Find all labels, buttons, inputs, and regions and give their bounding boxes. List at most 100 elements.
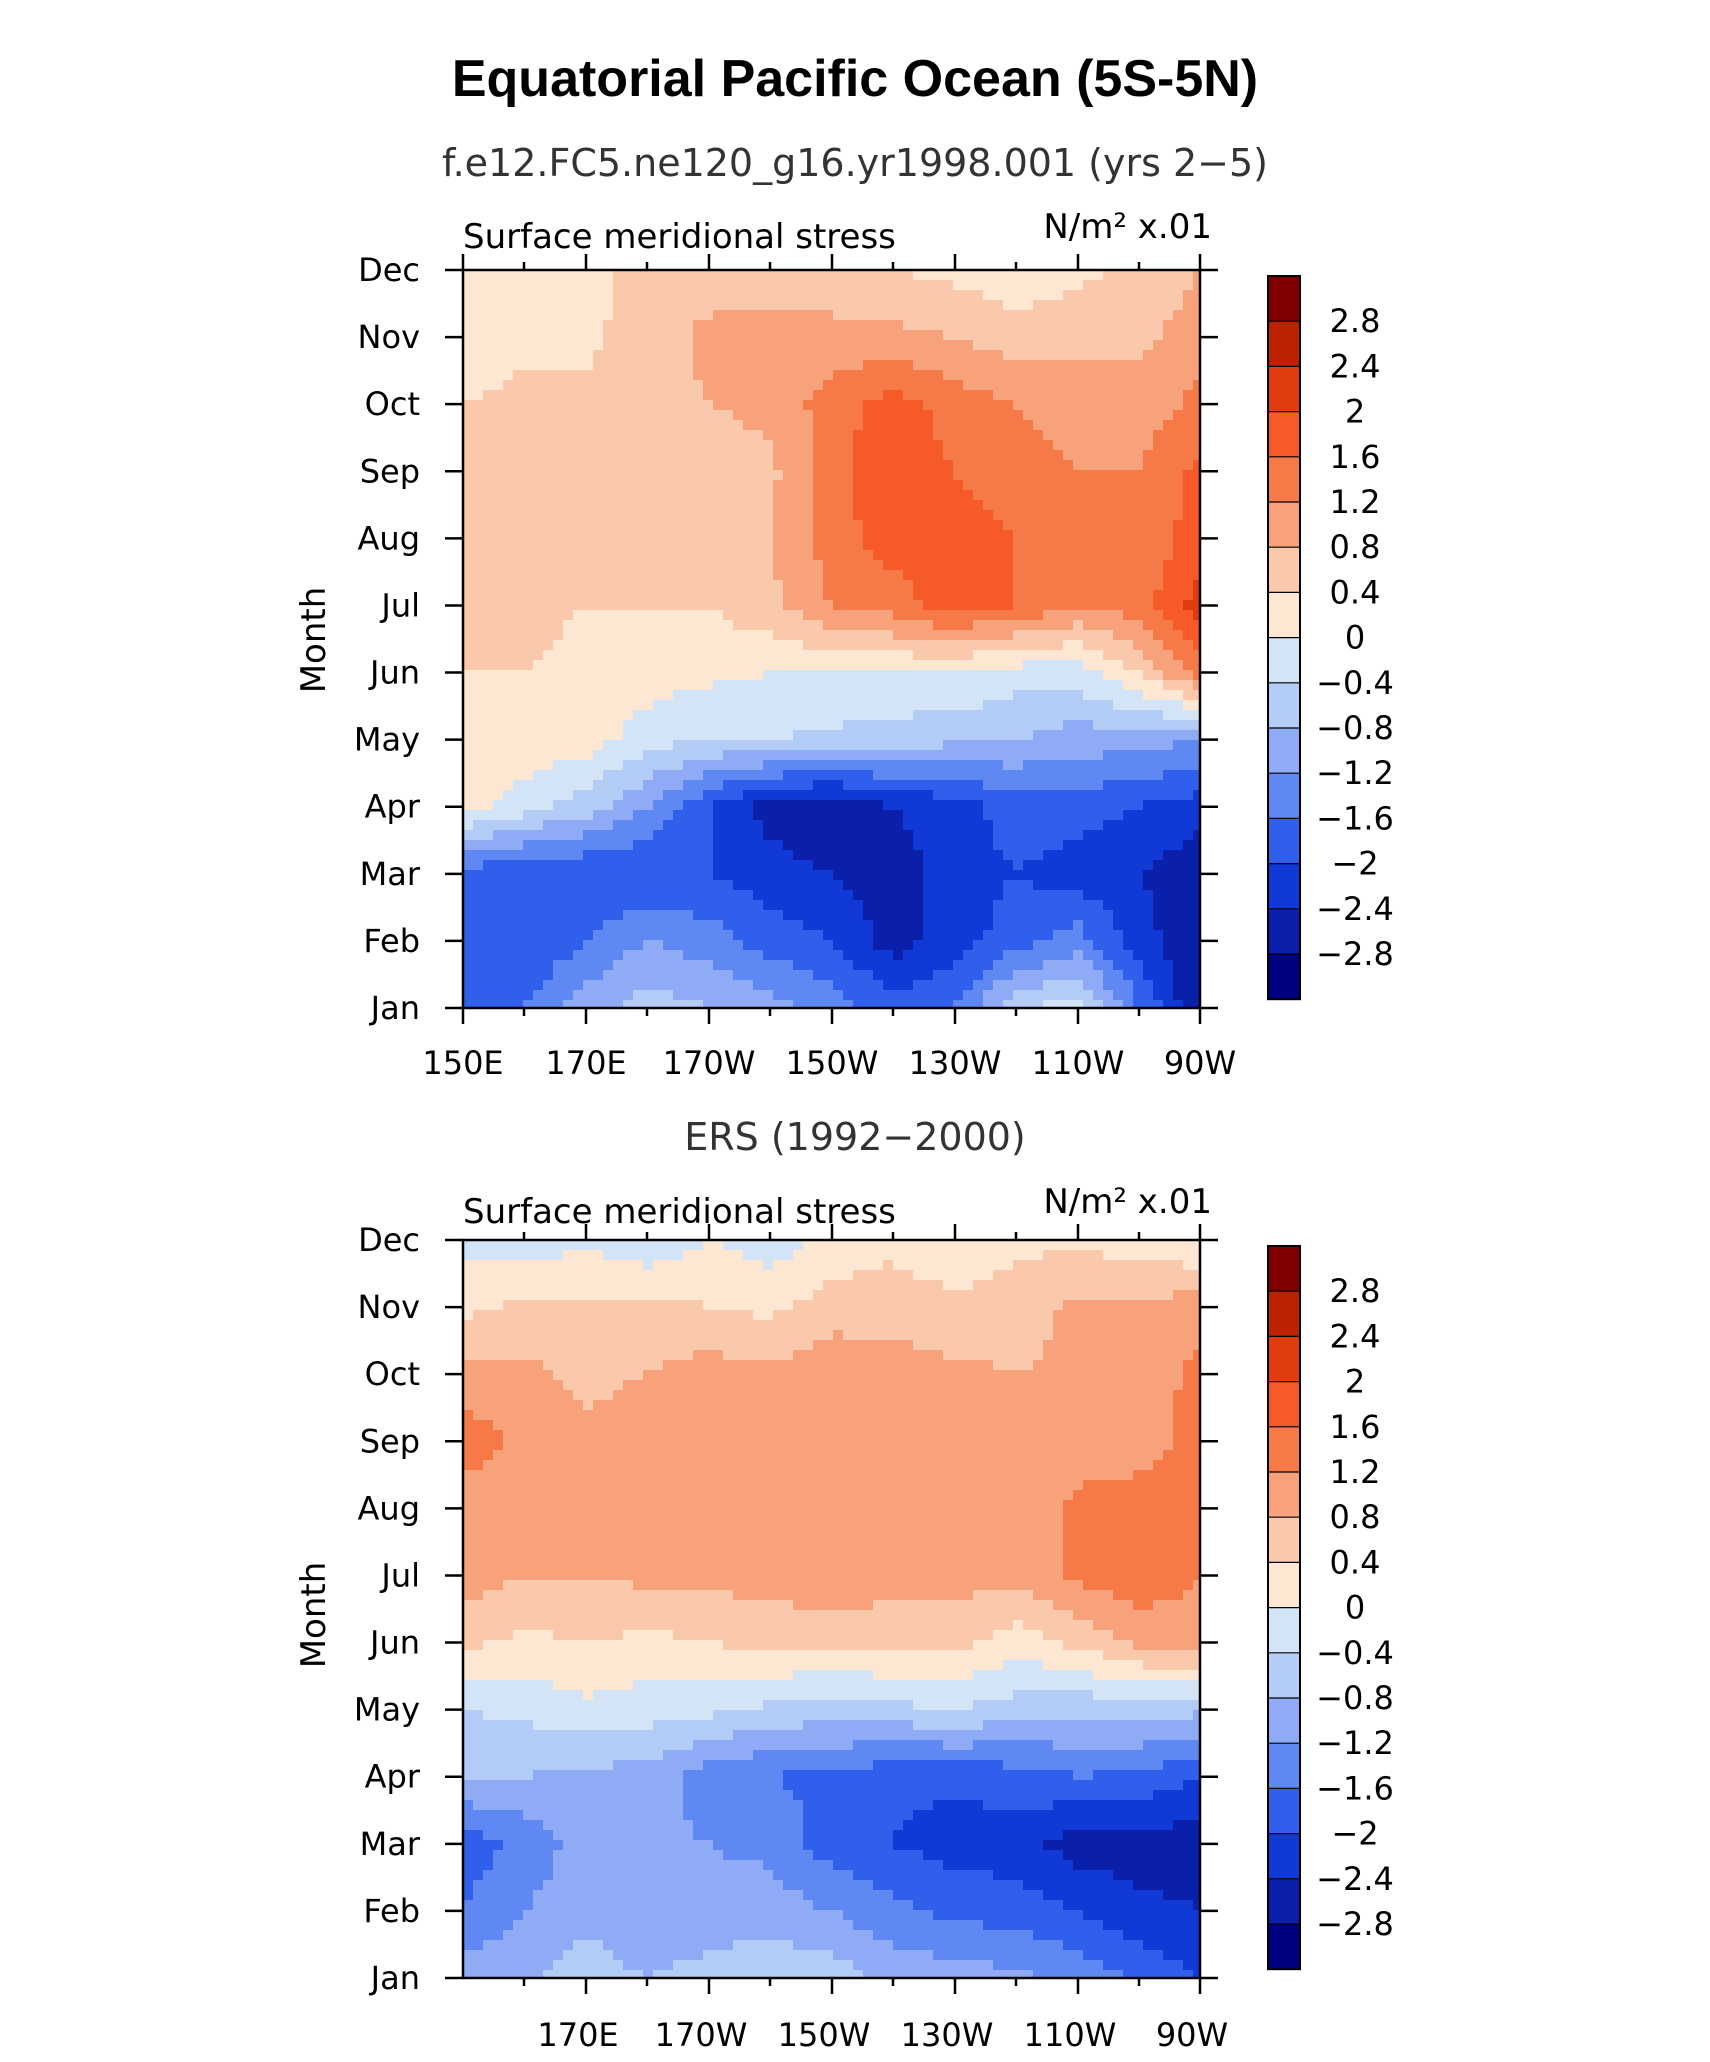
heatmap-cell [1043,770,1054,781]
heatmap-cell [563,710,574,721]
heatmap-cell [873,560,884,571]
heatmap-cell [1003,660,1014,671]
heatmap-cell [943,440,954,451]
heatmap-cell [653,660,664,671]
heatmap-cell [483,270,494,281]
heatmap-cell [973,420,984,431]
heatmap-cell [1073,710,1084,721]
heatmap-cell [1133,330,1144,341]
heatmap-cell [523,610,534,621]
heatmap-cell [943,510,954,521]
heatmap-cell [643,880,654,891]
heatmap-cell [1123,560,1134,571]
heatmap-cell [993,920,1004,931]
heatmap-cell [723,480,734,491]
heatmap-cell [953,380,964,391]
heatmap-cell [863,670,874,681]
heatmap-cell [1123,500,1134,511]
heatmap-cell [1063,360,1074,371]
heatmap-cell [643,740,654,751]
heatmap-cell [1033,530,1044,541]
heatmap-cell [1043,710,1054,721]
heatmap-cell [593,820,604,831]
heatmap-cell [483,850,494,861]
heatmap-cell [773,410,784,421]
heatmap-cell [733,290,744,301]
heatmap-cell [683,770,694,781]
heatmap-cell [733,560,744,571]
heatmap-cell [703,880,714,891]
heatmap-cell [833,840,844,851]
heatmap-cell [823,820,834,831]
heatmap-cell [903,790,914,801]
heatmap-cell [783,600,794,611]
heatmap-cell [1053,520,1064,531]
heatmap-cell [1153,430,1164,441]
heatmap-cell [1183,310,1194,321]
heatmap-cell [683,840,694,851]
heatmap-cell [633,720,644,731]
heatmap-cell [773,350,784,361]
heatmap-cell [593,560,604,571]
heatmap-cell [463,860,474,871]
heatmap-cell [643,890,654,901]
heatmap-cell [1133,380,1144,391]
heatmap-cell [893,820,904,831]
heatmap-cell [1033,310,1044,321]
heatmap-cell [723,460,734,471]
heatmap-cell [983,610,994,621]
heatmap-cell [1043,780,1054,791]
heatmap-cell [733,650,744,661]
heatmap-cell [873,910,884,921]
heatmap-cell [533,390,544,401]
heatmap-cell [1133,920,1144,931]
heatmap-cell [1033,520,1044,531]
heatmap-cell [993,440,1004,451]
heatmap-cell [1133,570,1144,581]
heatmap-cell [1143,290,1154,301]
heatmap-cell [563,410,574,421]
heatmap-cell [733,270,744,281]
heatmap-cell [903,850,914,861]
heatmap-cell [953,730,964,741]
heatmap-cell [1053,920,1064,931]
heatmap-cell [463,780,474,791]
heatmap-cell [693,800,704,811]
heatmap-cell [1103,270,1114,281]
heatmap-cell [523,440,534,451]
heatmap-cell [1053,670,1064,681]
heatmap-cell [813,770,824,781]
heatmap-cell [643,720,654,731]
heatmap-cell [933,550,944,561]
heatmap-cell [1103,490,1114,501]
heatmap-cell [923,640,934,651]
heatmap-cell [993,760,1004,771]
heatmap-cell [523,390,534,401]
heatmap-cell [853,480,864,491]
heatmap-cell [1043,300,1054,311]
heatmap-cell [793,630,804,641]
heatmap-cell [913,560,924,571]
heatmap-cell [1173,720,1184,731]
heatmap-cell [473,940,484,951]
heatmap-cell [963,320,974,331]
heatmap-cell [1033,580,1044,591]
heatmap-cell [1003,840,1014,851]
heatmap-cell [603,560,614,571]
heatmap-cell [1143,340,1154,351]
heatmap-cell [1163,430,1174,441]
heatmap-cell [553,280,564,291]
heatmap-cell [973,840,984,851]
heatmap-cell [1163,680,1174,691]
heatmap-cell [613,510,624,521]
heatmap-cell [933,830,944,841]
heatmap-cell [883,530,894,541]
heatmap-cell [923,510,934,521]
heatmap-cell [603,580,614,591]
heatmap-cell [883,820,894,831]
heatmap-cell [1063,500,1074,511]
heatmap-cell [553,850,564,861]
heatmap-cell [1193,500,1201,511]
heatmap-cell [843,830,854,841]
heatmap-cell [1073,440,1084,451]
